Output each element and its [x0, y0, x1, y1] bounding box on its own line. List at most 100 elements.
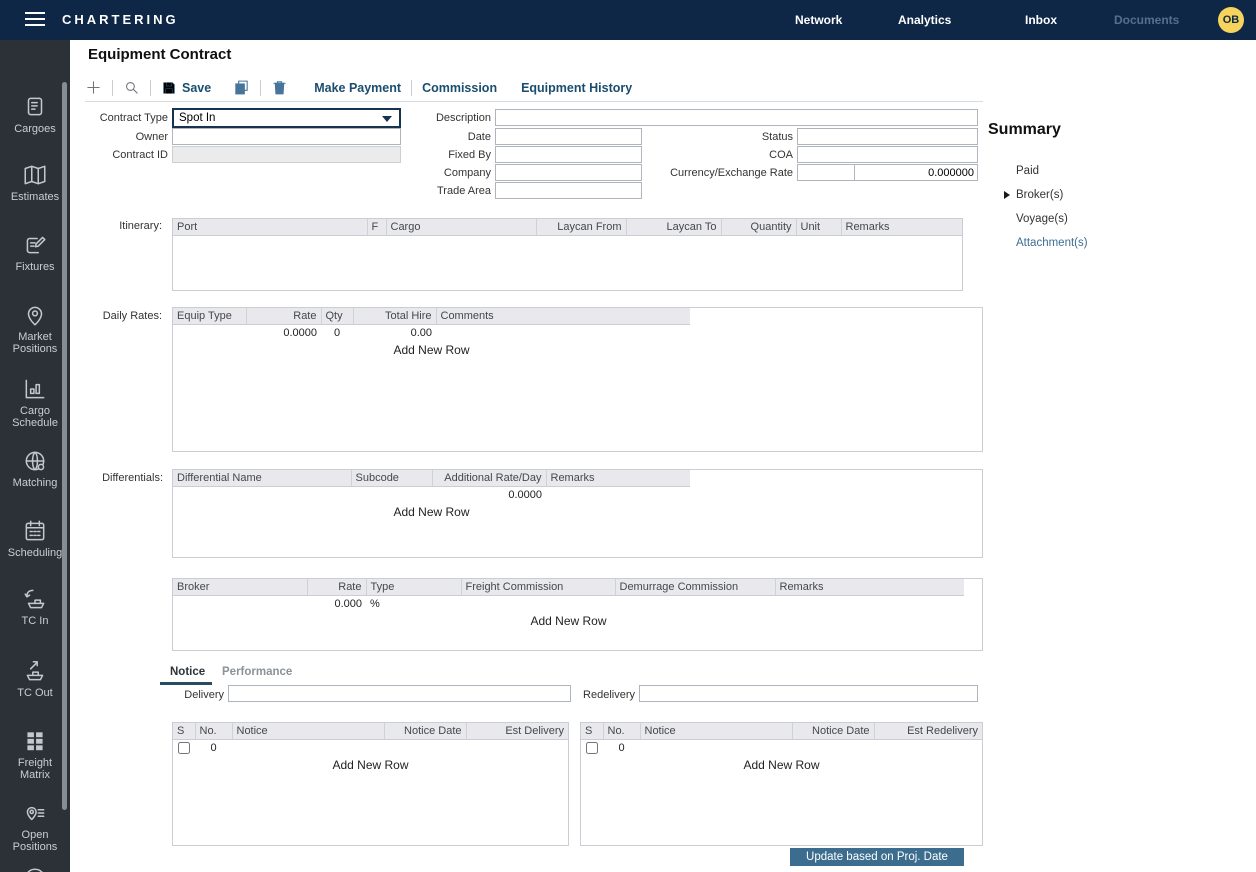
col-notice-date[interactable]: Notice Date [384, 723, 466, 739]
rate-cell[interactable]: 0.0000 [246, 324, 321, 341]
col-type[interactable]: Type [366, 579, 461, 595]
col-rate[interactable]: Rate [307, 579, 366, 595]
type-cell[interactable]: % [366, 595, 461, 612]
redelivery-field[interactable] [639, 685, 978, 702]
sidebar-item-tc-in[interactable]: TC In [0, 586, 70, 627]
save-button[interactable]: Save [161, 80, 211, 96]
col-no[interactable]: No. [603, 723, 640, 739]
col-notice-date[interactable]: Notice Date [792, 723, 874, 739]
sidebar-item-matching[interactable]: Matching [0, 448, 70, 489]
search-button[interactable] [123, 79, 140, 96]
freight-commission-cell[interactable] [461, 595, 615, 612]
notice-cell[interactable] [640, 739, 792, 757]
equip-type-cell[interactable] [173, 324, 246, 341]
nav-documents[interactable]: Documents [1114, 13, 1179, 27]
col-s[interactable]: S [173, 723, 195, 739]
exchange-rate-field[interactable] [854, 164, 978, 181]
subcode-cell[interactable] [351, 486, 432, 503]
no-cell[interactable]: 0 [195, 739, 232, 757]
summary-paid[interactable]: Paid [1016, 165, 1039, 177]
col-additional-rate[interactable]: Additional Rate/Day [432, 470, 546, 486]
sidebar-item-tc-out[interactable]: TC Out [0, 658, 70, 699]
col-est-delivery[interactable]: Est Delivery [466, 723, 568, 739]
notice-date-cell[interactable] [792, 739, 874, 757]
no-cell[interactable]: 0 [603, 739, 640, 757]
col-unit[interactable]: Unit [796, 219, 841, 235]
col-no[interactable]: No. [195, 723, 232, 739]
add-new-row-link[interactable]: Add New Row [173, 341, 690, 358]
table-row[interactable]: 0.0000 0 0.00 [173, 324, 690, 341]
remarks-cell[interactable] [775, 595, 964, 612]
delete-button[interactable] [271, 79, 288, 96]
col-freight-commission[interactable]: Freight Commission [461, 579, 615, 595]
col-laycan-from[interactable]: Laycan From [536, 219, 626, 235]
col-laycan-to[interactable]: Laycan To [626, 219, 721, 235]
trade-area-field[interactable] [495, 182, 642, 199]
col-remarks[interactable]: Remarks [841, 219, 962, 235]
sidebar-item-fixtures[interactable]: Fixtures [0, 232, 70, 273]
sidebar-item-freight-matrix[interactable]: Freight Matrix [0, 728, 70, 781]
col-est-redelivery[interactable]: Est Redelivery [874, 723, 982, 739]
sidebar-item-market-positions[interactable]: Market Positions [0, 302, 70, 355]
total-hire-cell[interactable]: 0.00 [353, 324, 436, 341]
row-select-checkbox[interactable] [586, 742, 598, 754]
col-subcode[interactable]: Subcode [351, 470, 432, 486]
col-differential-name[interactable]: Differential Name [173, 470, 351, 486]
qty-cell[interactable]: 0 [321, 324, 353, 341]
notice-cell[interactable] [232, 739, 384, 757]
sidebar-item-open-positions[interactable]: Open Positions [0, 800, 70, 853]
differential-name-cell[interactable] [173, 486, 351, 503]
expand-arrow-icon[interactable] [1004, 191, 1010, 199]
tab-performance[interactable]: Performance [222, 666, 292, 678]
add-new-row-link[interactable]: Add New Row [581, 757, 982, 774]
broker-cell[interactable] [173, 595, 307, 612]
col-broker[interactable]: Broker [173, 579, 307, 595]
equipment-history-button[interactable]: Equipment History [521, 81, 632, 95]
remarks-cell[interactable] [546, 486, 690, 503]
col-notice[interactable]: Notice [232, 723, 384, 739]
sidebar-item-estimates[interactable]: Estimates [0, 162, 70, 203]
col-rate[interactable]: Rate [246, 308, 321, 324]
col-f[interactable]: F [367, 219, 386, 235]
commission-button[interactable]: Commission [422, 81, 497, 95]
notice-date-cell[interactable] [384, 739, 466, 757]
table-row[interactable]: 0 [173, 739, 568, 757]
tab-notice[interactable]: Notice [170, 666, 205, 678]
add-new-row-link[interactable]: Add New Row [173, 612, 964, 629]
col-comments[interactable]: Comments [436, 308, 690, 324]
delivery-field[interactable] [228, 685, 571, 702]
col-quantity[interactable]: Quantity [721, 219, 796, 235]
summary-voyages[interactable]: Voyage(s) [1016, 213, 1068, 225]
est-redelivery-cell[interactable] [874, 739, 982, 757]
summary-attachments[interactable]: Attachment(s) [1016, 237, 1088, 249]
description-field[interactable] [495, 109, 978, 126]
owner-field[interactable] [172, 128, 401, 145]
add-button[interactable] [85, 79, 102, 96]
coa-field[interactable] [797, 146, 978, 163]
add-new-row-link[interactable]: Add New Row [173, 503, 690, 520]
col-notice[interactable]: Notice [640, 723, 792, 739]
comments-cell[interactable] [436, 324, 690, 341]
currency-field[interactable] [797, 164, 855, 181]
nav-analytics[interactable]: Analytics [898, 13, 951, 27]
summary-brokers[interactable]: Broker(s) [1016, 189, 1063, 201]
contract-type-select[interactable]: Spot In [172, 108, 401, 128]
col-cargo[interactable]: Cargo [386, 219, 536, 235]
hamburger-menu-icon[interactable] [25, 12, 45, 28]
sidebar-scrollbar[interactable] [62, 82, 67, 810]
nav-network[interactable]: Network [795, 13, 842, 27]
col-port[interactable]: Port [173, 219, 367, 235]
col-total-hire[interactable]: Total Hire [353, 308, 436, 324]
update-proj-date-button[interactable]: Update based on Proj. Date [790, 848, 964, 866]
col-equip-type[interactable]: Equip Type [173, 308, 246, 324]
additional-rate-cell[interactable]: 0.0000 [432, 486, 546, 503]
sidebar-item-scheduling[interactable]: Scheduling [0, 518, 70, 559]
fixed-by-field[interactable] [495, 146, 642, 163]
nav-inbox[interactable]: Inbox [1025, 13, 1057, 27]
row-select-checkbox[interactable] [178, 742, 190, 754]
date-field[interactable] [495, 128, 642, 145]
est-delivery-cell[interactable] [466, 739, 568, 757]
copy-button[interactable] [233, 79, 250, 96]
table-row[interactable]: 0.000 % [173, 595, 964, 612]
table-row[interactable]: 0 [581, 739, 982, 757]
